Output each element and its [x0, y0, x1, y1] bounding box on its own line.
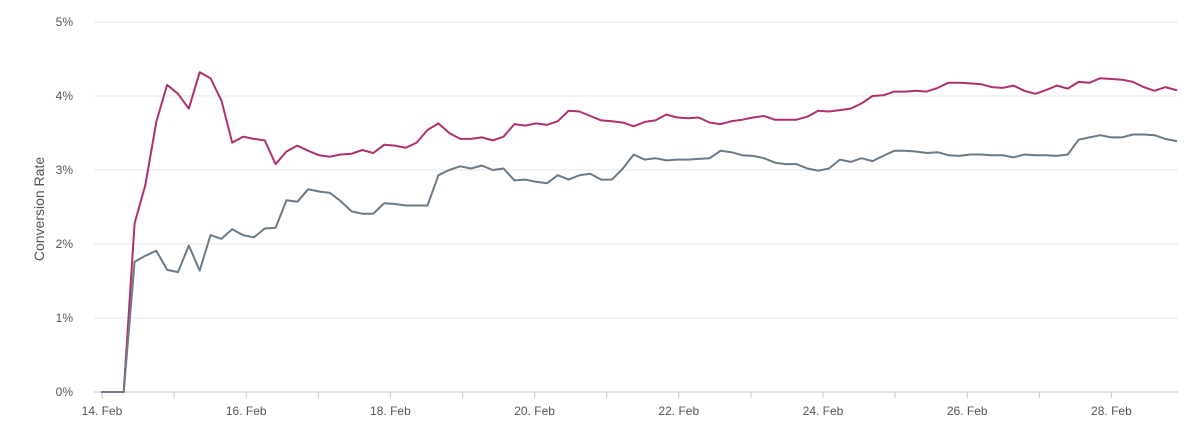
- grid-lines: [94, 21, 1178, 393]
- series-line-1: [101, 71, 1178, 393]
- y-axis-tick-labels: 0% 1% 2% 3% 4% 5%: [56, 15, 74, 399]
- x-tick-label: 28. Feb: [1091, 404, 1132, 418]
- y-tick-label: 2%: [56, 237, 74, 251]
- y-tick-label: 0%: [56, 385, 74, 399]
- x-tick-label: 16. Feb: [226, 404, 267, 418]
- y-tick-label: 4%: [56, 89, 74, 103]
- x-tick-label: 22. Feb: [658, 404, 699, 418]
- x-tick-label: 24. Feb: [803, 404, 844, 418]
- y-tick-label: 5%: [56, 15, 74, 29]
- y-tick-label: 3%: [56, 163, 74, 177]
- x-axis: 14. Feb 16. Feb 18. Feb 20. Feb 22. Feb 24. F…: [82, 391, 1178, 418]
- series-lines: [101, 71, 1178, 393]
- x-tick-label: 14. Feb: [82, 404, 123, 418]
- y-tick-label: 1%: [56, 311, 74, 325]
- y-axis-title: Conversion Rate: [31, 157, 47, 261]
- x-tick-label: 20. Feb: [514, 404, 555, 418]
- x-tick-label: 26. Feb: [947, 404, 988, 418]
- x-tick-label: 18. Feb: [370, 404, 411, 418]
- series-line-2: [101, 133, 1178, 393]
